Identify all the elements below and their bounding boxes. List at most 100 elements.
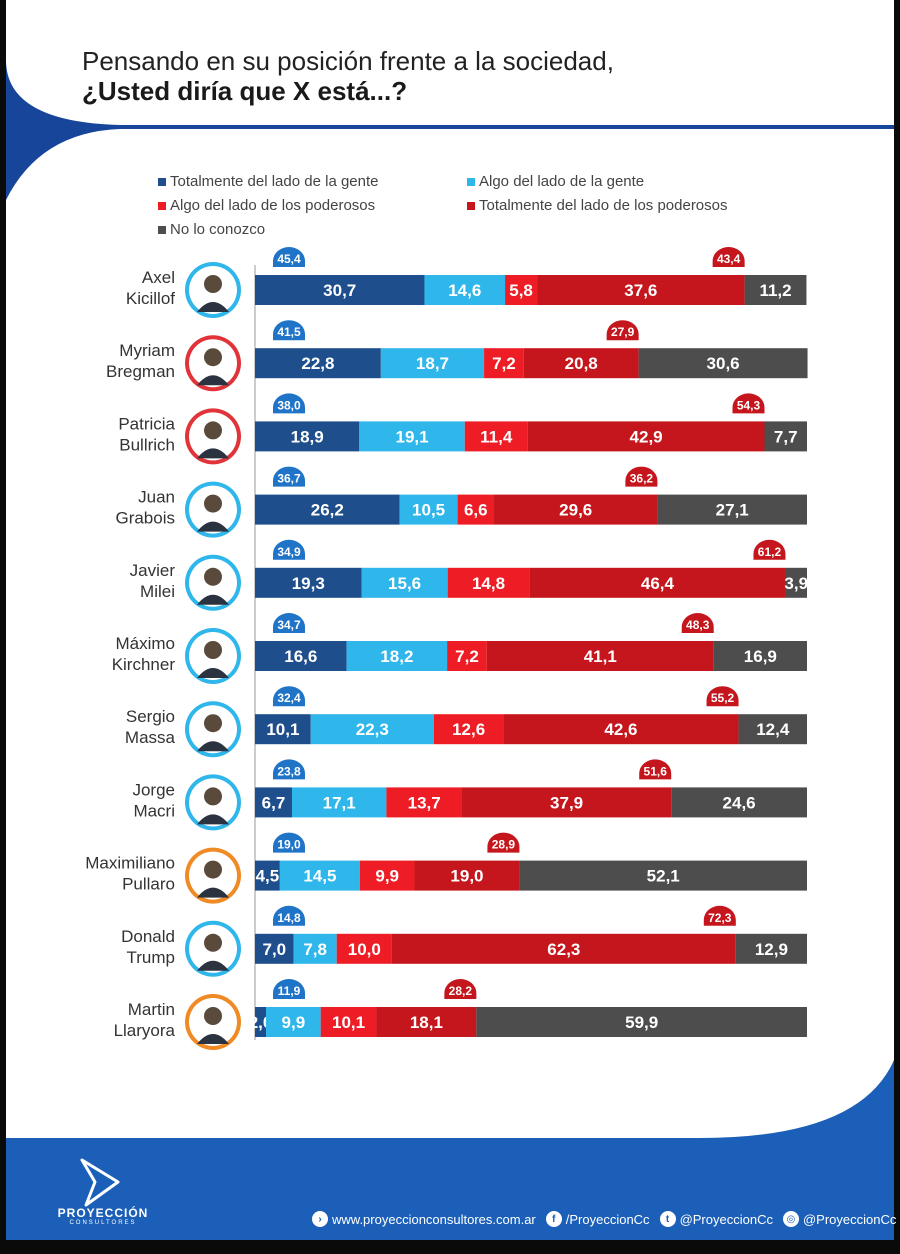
bar-segment-2 (291, 787, 387, 818)
avatar-body-icon (197, 960, 229, 971)
poderosos-total-bubble (639, 759, 672, 780)
bar-segment-2 (424, 275, 506, 305)
avatar-head-icon (204, 641, 222, 659)
bar-value-label: 42,9 (630, 427, 663, 446)
twitter-text: @ProyeccionCc (679, 1211, 773, 1227)
bar-value-label: 52,1 (647, 867, 680, 886)
category-label: Massa (125, 728, 176, 747)
bar-segment-1 (255, 348, 381, 379)
avatar-head-icon (204, 275, 222, 293)
bar-value-label: 26,2 (311, 501, 344, 520)
bar-value-label: 15,6 (388, 574, 421, 593)
row-5: Javier Milei 19,3 15,6 14,8 46,4 3,9 34,9 61,2 (130, 539, 808, 611)
brand: PROYECCIÓN CONSULTORES (48, 1150, 158, 1226)
poderosos-total-label: 43,4 (717, 252, 741, 266)
category-label: Axel (142, 268, 175, 287)
legend: Totalmente del lado de la gente Algo del … (158, 173, 728, 238)
avatar-head-icon (204, 933, 222, 952)
facebook-text: /ProyeccionCc (565, 1211, 650, 1227)
avatar-body-icon (197, 668, 229, 678)
page-card (6, 0, 894, 1240)
gente-total-bubble (273, 320, 305, 341)
bar-segment-4 (414, 860, 520, 891)
title-line-1: Pensando en su posición frente a la soci… (82, 46, 614, 76)
bar-value-label: 18,7 (416, 354, 449, 373)
bar-value-label: 30,6 (707, 354, 740, 373)
bar-segment-1 (255, 275, 425, 305)
avatar-body-icon (197, 521, 229, 532)
bar-value-label: 12,9 (755, 940, 788, 959)
avatar-head-icon (204, 714, 222, 733)
bar-segment-1 (255, 933, 294, 964)
poderosos-total-label: 72,3 (708, 911, 732, 925)
poderosos-total-label: 51,6 (644, 764, 668, 778)
poderosos-total-label: 28,2 (449, 984, 473, 998)
bar-value-label: 42,6 (604, 720, 637, 739)
bar-segment-4 (462, 787, 672, 818)
bar-segment-1 (255, 567, 362, 598)
bar-value-label: 16,9 (744, 647, 777, 666)
bar-value-label: 10,0 (348, 940, 381, 959)
website-link[interactable]: › www.proyeccionconsultores.com.ar (312, 1211, 536, 1227)
twitter-link[interactable]: t @ProyeccionCc (659, 1211, 773, 1227)
bar-segment-3 (464, 421, 528, 452)
gente-total-bubble (273, 466, 305, 487)
gente-total-label: 34,9 (277, 545, 301, 559)
category-label: Macri (133, 801, 175, 820)
footer-links: › www.proyeccionconsultores.com.ar f/Proy… (312, 1208, 896, 1230)
bar-segment-4 (494, 494, 658, 525)
avatar-head-icon (204, 860, 222, 879)
avatar-body-icon (197, 448, 229, 459)
instagram-link[interactable]: ◎ @ProyeccionCc (782, 1211, 896, 1227)
avatar-body-icon (197, 887, 229, 898)
brand-name: PROYECCIÓN (57, 1206, 149, 1220)
bar-segment-4 (529, 567, 786, 598)
bar-value-label: 29,6 (559, 501, 592, 520)
legend-swatch-3 (158, 202, 166, 210)
gente-total-bubble (273, 979, 305, 999)
poderosos-total-label: 54,3 (737, 398, 761, 412)
gente-total-bubble (273, 247, 305, 267)
poderosos-total-label: 28,9 (492, 838, 516, 852)
category-label: Sergio (126, 707, 175, 726)
instagram-icon: ◎ (782, 1211, 799, 1227)
bar-value-label: 18,1 (410, 1013, 443, 1032)
website-text: www.proyeccionconsultores.com.ar (332, 1211, 536, 1227)
bar-segment-3 (433, 714, 504, 745)
bar-value-label: 11,4 (480, 427, 513, 446)
avatar-body-icon (197, 741, 229, 752)
bar-value-label: 19,0 (450, 867, 483, 886)
gente-total-label: 45,4 (277, 252, 301, 266)
footer-wave (700, 1060, 894, 1138)
bar-segment-2 (310, 714, 434, 745)
bar-value-label: 10,1 (332, 1013, 365, 1032)
facebook-link[interactable]: f/ProyeccionCc (545, 1211, 650, 1227)
bar-value-label: 62,3 (547, 940, 580, 959)
bar-value-label: 9,9 (375, 867, 399, 886)
legend-label-1: Totalmente del lado de la gente (170, 173, 378, 190)
poderosos-total-bubble (753, 539, 786, 560)
bar-value-label: 18,9 (291, 427, 324, 446)
legend-label-2: Algo del lado de la gente (479, 173, 644, 190)
category-label: Martin (128, 1000, 175, 1019)
bar-segment-1 (255, 787, 292, 818)
row-7: Sergio Massa 10,1 22,3 12,6 42,6 12,4 32,4 55,2 (125, 686, 807, 758)
bar-segment-2 (380, 348, 485, 379)
bar-segment-4 (391, 933, 736, 964)
poderosos-total-label: 48,3 (686, 618, 710, 632)
bar-segment-3 (320, 1007, 377, 1037)
bar-value-label: 9,9 (282, 1013, 306, 1032)
bar-value-label: 13,7 (408, 793, 441, 812)
bar-segment-3 (447, 567, 530, 598)
legend-label-3: Algo del lado de los poderosos (170, 197, 375, 214)
legend-swatch-5 (158, 226, 166, 234)
avatar-head-icon (204, 348, 222, 367)
legend-swatch-4 (467, 202, 475, 210)
gente-total-bubble (273, 686, 305, 707)
category-label: Maximiliano (85, 854, 175, 873)
category-label: Bregman (106, 362, 175, 381)
bar-value-label: 12,6 (452, 720, 485, 739)
avatar-head-icon (204, 494, 222, 513)
bar-segment-5 (764, 421, 807, 452)
